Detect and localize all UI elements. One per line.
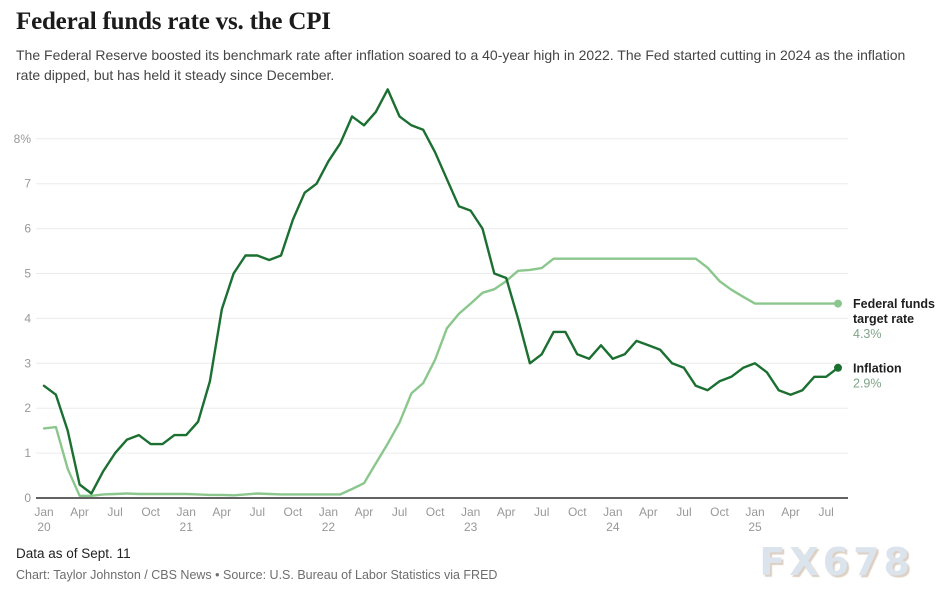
x-axis-month-label: Jan bbox=[745, 505, 764, 519]
x-axis-year-label: 22 bbox=[322, 520, 336, 534]
data-as-of-note: Data as of Sept. 11 bbox=[16, 546, 131, 561]
source-credit: Chart: Taylor Johnston / CBS News • Sour… bbox=[16, 568, 498, 582]
x-axis-month-label: Jul bbox=[392, 505, 407, 519]
y-axis-tick-label: 0 bbox=[24, 491, 31, 505]
x-axis-month-label: Jul bbox=[107, 505, 122, 519]
series-line-inflation bbox=[42, 88, 840, 495]
x-axis-year-label: 25 bbox=[748, 520, 762, 534]
series-line-fed-funds bbox=[42, 257, 840, 497]
x-axis-month-label: Jan bbox=[461, 505, 480, 519]
legend-name-fed-funds: Federal funds bbox=[853, 297, 935, 311]
x-axis-month-label: Apr bbox=[781, 505, 800, 519]
x-axis-month-label: Oct bbox=[710, 505, 729, 519]
x-axis-month-label: Jan bbox=[603, 505, 622, 519]
x-axis-month-label: Oct bbox=[568, 505, 587, 519]
x-axis-month-label: Apr bbox=[639, 505, 658, 519]
x-axis-year-label: 23 bbox=[464, 520, 478, 534]
x-axis-month-label: Jan bbox=[319, 505, 338, 519]
y-axis-tick-label: 4 bbox=[24, 311, 31, 325]
y-axis-tick-label: 6 bbox=[24, 222, 31, 236]
y-axis-tick-label: 7 bbox=[24, 177, 31, 191]
x-axis-month-label: Jul bbox=[250, 505, 265, 519]
x-axis-month-label: Jan bbox=[34, 505, 53, 519]
x-axis-year-label: 20 bbox=[37, 520, 51, 534]
chart-footer: Data as of Sept. 11 Chart: Taylor Johnst… bbox=[16, 546, 497, 582]
x-axis-month-label: Apr bbox=[212, 505, 231, 519]
series-end-dot-inflation bbox=[834, 363, 842, 372]
x-axis-year-label: 21 bbox=[180, 520, 194, 534]
x-axis-month-label: Oct bbox=[284, 505, 303, 519]
y-axis-tick-label: 1 bbox=[24, 446, 31, 460]
x-axis-month-label: Jan bbox=[177, 505, 196, 519]
legend-value-inflation: 2.9% bbox=[853, 376, 882, 390]
fx678-watermark: FX678 bbox=[759, 540, 914, 584]
y-axis-tick-label: 2 bbox=[24, 401, 31, 415]
y-axis-tick-label: 5 bbox=[24, 267, 31, 281]
x-axis-month-label: Jul bbox=[818, 505, 833, 519]
x-axis-year-label: 24 bbox=[606, 520, 620, 534]
page-title: Federal funds rate vs. the CPI bbox=[16, 8, 331, 35]
y-axis-tick-label: 8% bbox=[14, 132, 32, 146]
x-axis-month-label: Apr bbox=[355, 505, 374, 519]
series-end-dot-fed-funds bbox=[834, 299, 842, 308]
legend-name-inflation: Inflation bbox=[853, 361, 902, 375]
x-axis-month-label: Jul bbox=[534, 505, 549, 519]
chart-area: 0 1 2 3 4 5 6 7 8% Jan 20 Apr Jul Oct Jan 21 Apr Jul Oct Ja… bbox=[0, 82, 940, 544]
legend-value-fed-funds: 4.3% bbox=[853, 327, 882, 341]
chart-header: Federal funds rate vs. the CPI The Feder… bbox=[0, 0, 940, 86]
chart-subtitle: The Federal Reserve boosted its benchmar… bbox=[16, 46, 906, 83]
legend-name-fed-funds: target rate bbox=[853, 312, 914, 326]
y-axis-tick-label: 3 bbox=[24, 356, 31, 370]
x-axis-month-label: Oct bbox=[426, 505, 445, 519]
x-axis-month-label: Jul bbox=[676, 505, 691, 519]
x-axis-month-label: Oct bbox=[141, 505, 160, 519]
x-axis-month-label: Apr bbox=[70, 505, 89, 519]
x-axis-month-label: Apr bbox=[497, 505, 516, 519]
